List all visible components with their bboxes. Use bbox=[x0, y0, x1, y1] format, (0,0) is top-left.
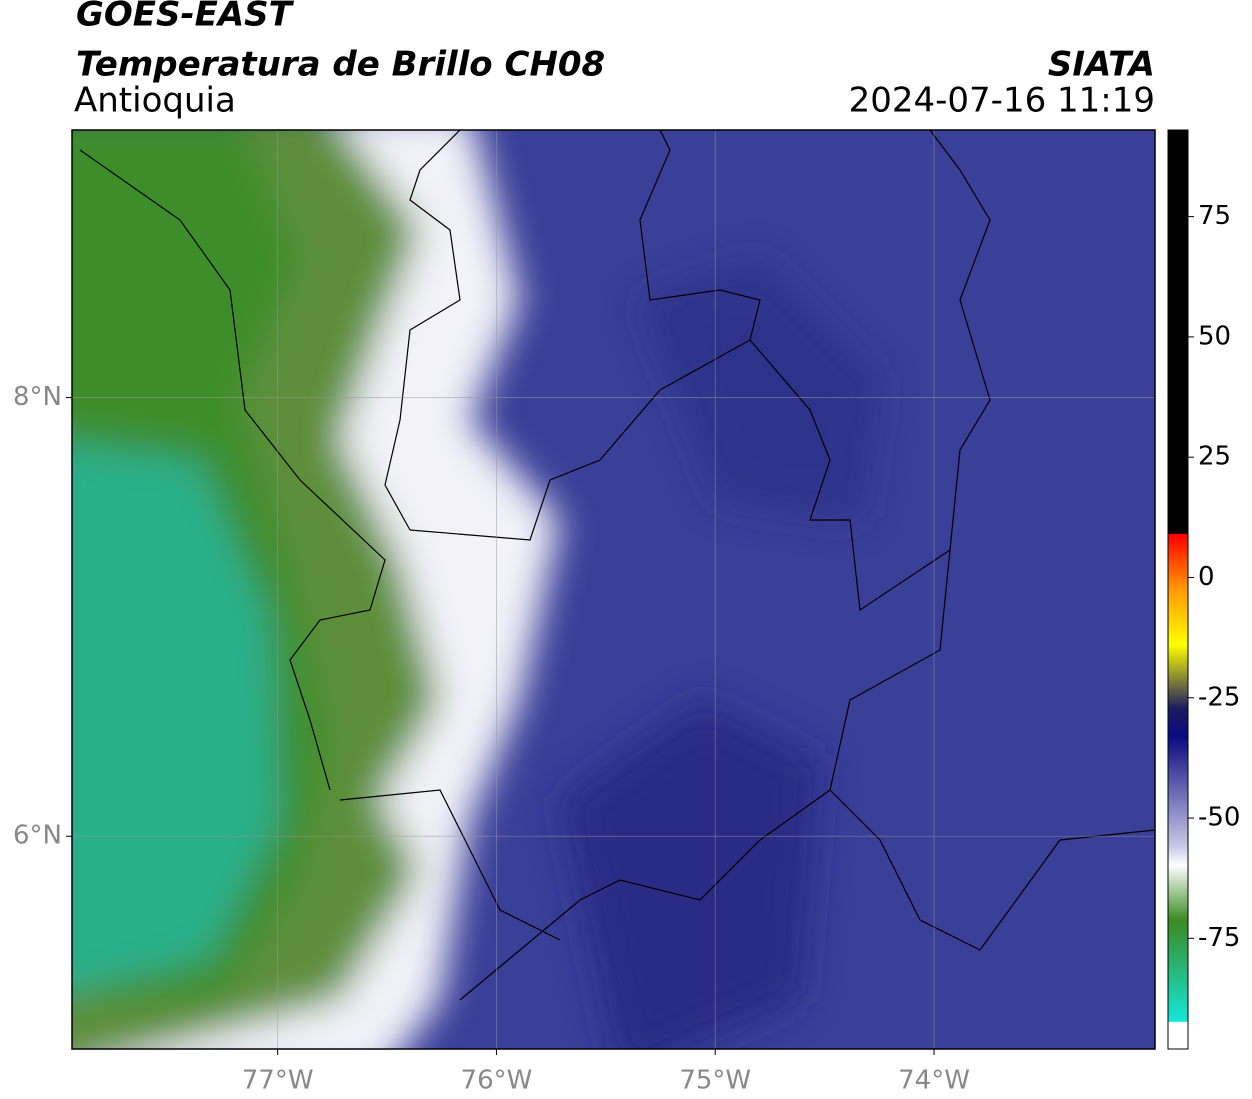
map-frame bbox=[71, 129, 1156, 1050]
x-tick-label: 75°W bbox=[679, 1066, 751, 1096]
source: SIATA bbox=[1048, 45, 1155, 85]
colorbar-tick-label: -50 bbox=[1198, 803, 1240, 833]
region: Antioquia bbox=[74, 81, 236, 121]
colorbar-tick-label: -25 bbox=[1198, 682, 1240, 712]
colorbar-tick-label: 50 bbox=[1198, 321, 1231, 351]
colorbar-tick-label: 25 bbox=[1198, 442, 1231, 472]
colorbar-tick-label: 0 bbox=[1198, 562, 1215, 592]
satellite-image bbox=[72, 130, 1155, 1049]
x-tick-label: 77°W bbox=[242, 1066, 314, 1096]
grid bbox=[72, 130, 1155, 1049]
datetime: 2024-07-16 11:19 bbox=[849, 81, 1155, 121]
colorbar bbox=[1167, 129, 1189, 1050]
x-tick-label: 74°W bbox=[898, 1066, 970, 1096]
subtitle: Temperatura de Brillo CH08 bbox=[76, 45, 605, 85]
y-tick-label: 6°N bbox=[13, 821, 62, 851]
colorbar-tick-label: 75 bbox=[1198, 201, 1231, 231]
colorbar-tick-label: -75 bbox=[1198, 923, 1240, 953]
title: GOES-EAST bbox=[76, 0, 295, 35]
x-tick-label: 76°W bbox=[461, 1066, 533, 1096]
y-tick-label: 8°N bbox=[13, 382, 62, 412]
